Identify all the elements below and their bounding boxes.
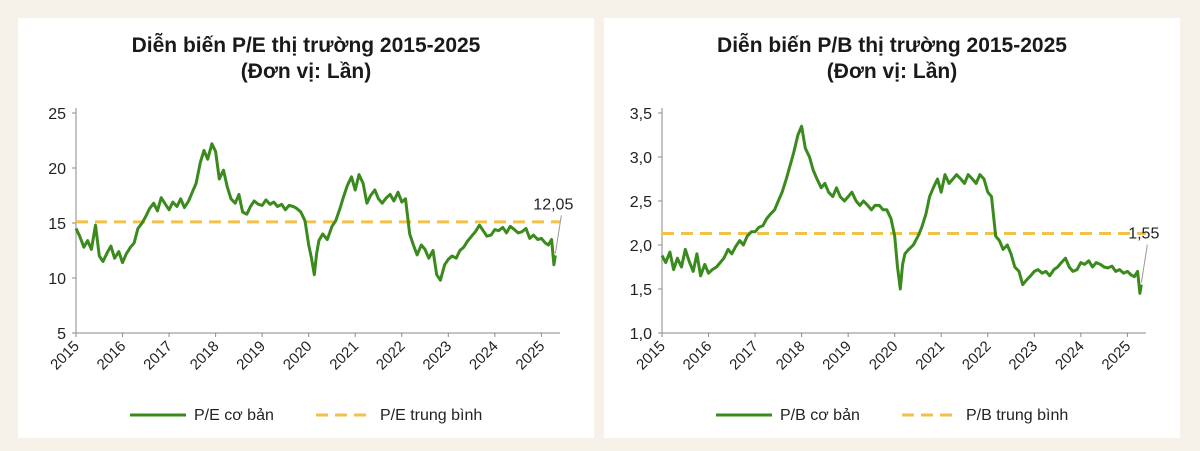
- pe-x-tick-label: 2023: [420, 338, 456, 374]
- pe-x-tick-label: 2018: [187, 338, 223, 374]
- pe-y-tick-label: 15: [48, 216, 66, 233]
- pb-x-tick-label: 2021: [912, 338, 948, 374]
- pe-legend-average-label: P/E trung bình: [380, 407, 482, 424]
- pb-x-tick-label: 2016: [680, 338, 716, 374]
- pe-x-tick-label: 2017: [140, 338, 176, 374]
- pe-x-tick-label: 2025: [513, 338, 549, 374]
- pb-x-tick-label: 2019: [819, 338, 855, 374]
- pb-y-tick-label: 3,5: [630, 106, 652, 123]
- pe-y-tick-label: 10: [48, 271, 66, 288]
- pb-chart-panel: Diễn biến P/B thị trường 2015-2025 (Đơn …: [604, 18, 1180, 438]
- pb-x-tick-label: 2015: [633, 338, 669, 374]
- pe-y-tick-label: 25: [48, 106, 66, 123]
- pe-y-tick-label: 5: [57, 326, 66, 343]
- pb-legend-basic-label: P/B cơ bản: [780, 407, 860, 424]
- pe-x-tick-label: 2020: [280, 338, 316, 374]
- pb-x-tick-label: 2017: [726, 338, 762, 374]
- pb-basic-line: [660, 124, 1143, 295]
- pe-y-tick-label: 20: [48, 161, 66, 178]
- pb-x-tick-label: 2022: [959, 338, 995, 374]
- pb-y-tick-label: 1,5: [630, 282, 652, 299]
- pe-x-tick-label: 2021: [326, 338, 362, 374]
- pe-chart-panel: Diễn biến P/E thị trường 2015-2025 (Đơn …: [18, 18, 594, 438]
- pb-y-tick-label: 2,0: [630, 238, 652, 255]
- pb-last-value-label: 1,55: [1128, 226, 1159, 243]
- pe-x-tick-label: 2022: [373, 338, 409, 374]
- pe-legend-basic-label: P/E cơ bản: [194, 407, 274, 424]
- pe-basic-line: [74, 142, 557, 282]
- pe-x-tick-label: 2019: [233, 338, 269, 374]
- pb-x-tick-label: 2024: [1052, 338, 1088, 374]
- pe-chart-title: Diễn biến P/E thị trường 2015-2025: [131, 34, 481, 57]
- pb-y-tick-label: 2,5: [630, 194, 652, 211]
- pe-last-value-label: 12,05: [533, 196, 573, 213]
- pb-chart-subtitle: (Đơn vị: Lần): [826, 60, 958, 83]
- pb-y-tick-label: 3,0: [630, 150, 652, 167]
- pe-x-tick-label: 2024: [466, 338, 502, 374]
- pe-annotation-leader: [554, 215, 562, 254]
- pb-y-tick-label: 1,0: [630, 326, 652, 343]
- pb-x-tick-label: 2023: [1006, 338, 1042, 374]
- pb-x-tick-label: 2020: [866, 338, 902, 374]
- pe-chart-subtitle: (Đơn vị: Lần): [240, 60, 372, 83]
- pe-x-tick-label: 2016: [94, 338, 130, 374]
- pb-annotation-leader: [1140, 244, 1148, 283]
- pb-chart-title: Diễn biến P/B thị trường 2015-2025: [717, 34, 1067, 57]
- pb-x-tick-label: 2018: [773, 338, 809, 374]
- pe-x-tick-label: 2015: [47, 338, 83, 374]
- pb-legend-average-label: P/B trung bình: [966, 407, 1068, 424]
- pb-x-tick-label: 2025: [1099, 338, 1135, 374]
